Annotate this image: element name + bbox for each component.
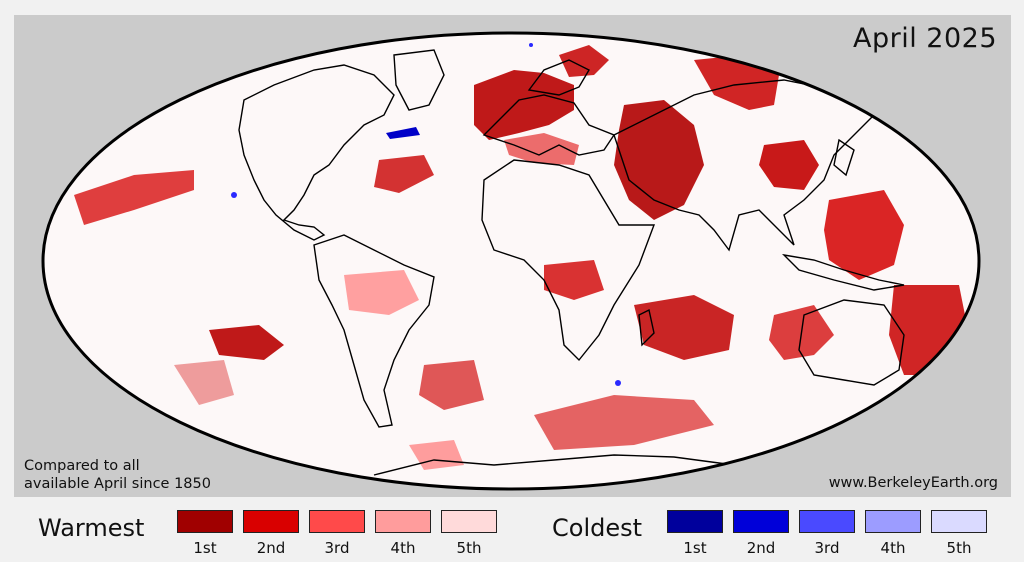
globe-background bbox=[43, 33, 979, 489]
legend-cold-swatch-1 bbox=[667, 510, 723, 533]
legend-warm-label-4: 4th bbox=[390, 539, 416, 557]
warm-patch-indian-ocean bbox=[634, 295, 734, 360]
warm-patch-europe bbox=[474, 70, 574, 140]
cold-patch-arctic bbox=[529, 43, 533, 47]
cold-patch-pacific bbox=[231, 192, 237, 198]
legend-cold-swatch-2 bbox=[733, 510, 789, 533]
legend-warm-swatch-5 bbox=[441, 510, 497, 533]
warm-patch-scandinavia bbox=[559, 45, 609, 77]
world-map bbox=[41, 31, 981, 491]
legend-cold-label-2: 2nd bbox=[746, 539, 776, 557]
comparison-note: Compared to all available April since 18… bbox=[24, 457, 211, 493]
source-link[interactable]: www.BerkeleyEarth.org bbox=[828, 475, 998, 491]
warm-patch-north-atlantic bbox=[374, 155, 434, 193]
comparison-note-line1: Compared to all bbox=[24, 458, 140, 474]
legend-cold-label-1: 1st bbox=[683, 539, 707, 557]
legend-cold-swatch-4 bbox=[865, 510, 921, 533]
warm-patch-south-atlantic bbox=[419, 360, 484, 410]
warm-patch-mediterranean bbox=[504, 133, 579, 165]
legend-cold-swatch-5 bbox=[931, 510, 987, 533]
warm-patch-north-pacific bbox=[74, 170, 194, 225]
legend-cold-label-4: 4th bbox=[880, 539, 906, 557]
map-panel: April 2025 Compared to all available Apr… bbox=[14, 15, 1011, 497]
coast-africa bbox=[481, 159, 656, 362]
coast-greenland bbox=[393, 49, 445, 111]
comparison-note-line2: available April since 1850 bbox=[24, 476, 211, 492]
warm-patch-south-pacific bbox=[209, 325, 284, 360]
coast-new-zealand bbox=[925, 379, 950, 412]
warm-patch-southern-ocean bbox=[534, 395, 714, 450]
legend-warm-label-3: 3rd bbox=[324, 539, 350, 557]
warm-patch-central-africa bbox=[544, 260, 604, 300]
anomaly-rank-patches bbox=[74, 43, 969, 470]
coast-scandinavia bbox=[527, 59, 590, 96]
legend-warm-title: Warmest bbox=[38, 514, 145, 542]
cold-patch-indian-ocean bbox=[615, 380, 621, 386]
legend-warm-swatch-4 bbox=[375, 510, 431, 533]
warm-patch-south-pacific-2 bbox=[174, 360, 234, 405]
legend-warm-label-5: 5th bbox=[456, 539, 482, 557]
cold-patch-north-atlantic bbox=[386, 127, 420, 139]
coast-japan bbox=[833, 138, 855, 177]
legend-cold-label-3: 3rd bbox=[814, 539, 840, 557]
warm-patch-china bbox=[759, 140, 819, 190]
coast-north-america bbox=[238, 64, 395, 241]
legend-warm-swatch-1 bbox=[177, 510, 233, 533]
coast-south-america bbox=[313, 234, 435, 428]
coast-asia bbox=[613, 79, 876, 252]
legend-warm-label-1: 1st bbox=[193, 539, 217, 557]
legend-warm-swatch-2 bbox=[243, 510, 299, 533]
coast-australia bbox=[798, 299, 905, 386]
legend-cold-swatch-3 bbox=[799, 510, 855, 533]
legend-cold-label-5: 5th bbox=[946, 539, 972, 557]
coast-madagascar bbox=[638, 308, 655, 347]
legend-cold-title: Coldest bbox=[552, 514, 643, 542]
coastlines bbox=[238, 49, 950, 476]
globe-outline bbox=[41, 31, 981, 491]
map-title: April 2025 bbox=[852, 23, 997, 54]
warm-patch-brazil bbox=[344, 270, 419, 315]
legend-warm-swatch-3 bbox=[309, 510, 365, 533]
warm-patch-southeast-asia bbox=[824, 190, 904, 280]
coast-indonesia bbox=[781, 253, 905, 291]
legend-warm-label-2: 2nd bbox=[256, 539, 286, 557]
warm-patch-middle-east bbox=[614, 100, 704, 220]
